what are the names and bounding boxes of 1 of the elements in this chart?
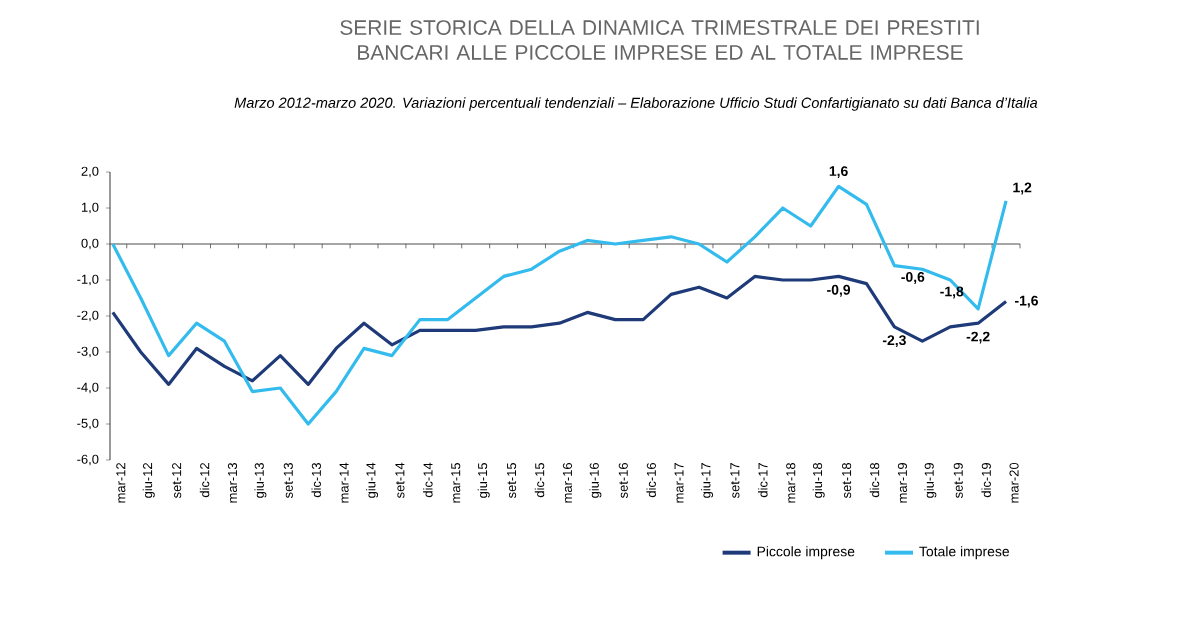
chart-title: SERIE STORICA DELLA DINAMICA TRIMESTRALE DEI PRESTITI BANCARI ALLE PICCOLE IMPRESE ED AL TOTALE IMPRESE <box>340 20 979 60</box>
